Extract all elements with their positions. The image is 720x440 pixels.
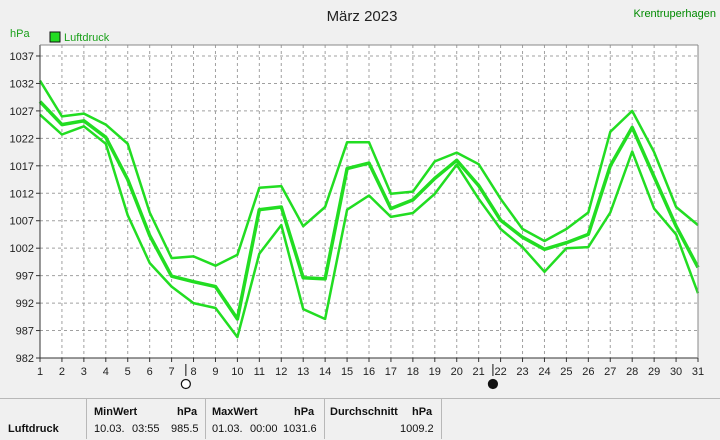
max-unit: hPa	[294, 406, 315, 418]
y-tick-label: 1002	[10, 243, 34, 255]
x-tick-label: 4	[103, 366, 109, 378]
series-line-max	[38, 80, 699, 267]
y-tick-label: 1022	[10, 133, 34, 145]
x-tick-label: 24	[538, 366, 550, 378]
x-tick-label: 10	[231, 366, 243, 378]
max-time: 00:00	[250, 423, 278, 435]
x-tick-label: 20	[451, 366, 463, 378]
max-date: 01.03.	[212, 423, 243, 435]
x-tick-label: 6	[147, 366, 153, 378]
avg-value: 1009.2	[400, 423, 434, 435]
x-tick-label: 31	[692, 366, 704, 378]
statistics-panel: Luftdruck MinWert hPa 10.03. 03:55 985.5…	[0, 398, 720, 440]
y-tick-label: 1037	[10, 51, 34, 63]
series-layer	[38, 80, 700, 339]
stat-avg-cell: Durchschnitt hPa 1009.2	[325, 399, 442, 439]
min-title: MinWert	[94, 406, 138, 418]
series-line-mean	[38, 100, 700, 321]
y-tick-label: 982	[16, 353, 34, 365]
legend-label: Luftdruck	[64, 32, 110, 44]
avg-unit: hPa	[412, 406, 433, 418]
stat-label: Luftdruck	[8, 423, 59, 435]
y-tick-label: 997	[16, 271, 34, 283]
x-tick-label: 15	[341, 366, 353, 378]
x-tick-label: 27	[604, 366, 616, 378]
y-tick-label: 1032	[10, 78, 34, 90]
station-name: Krentruperhagen	[633, 8, 716, 20]
series-line-min	[39, 113, 700, 339]
min-value: 985.5	[171, 423, 199, 435]
max-value: 1031.6	[283, 423, 317, 435]
x-tick-label: 23	[516, 366, 528, 378]
x-tick-label: 17	[385, 366, 397, 378]
x-tick-label: 28	[626, 366, 638, 378]
x-tick-label: 21	[473, 366, 485, 378]
x-tick-label: 3	[81, 366, 87, 378]
x-tick-label: 12	[275, 366, 287, 378]
y-tick-labels: 982 987 992 997 1002 1007 1012 1017 1022 1027 1032…	[10, 51, 40, 365]
x-tick-label: 5	[125, 366, 131, 378]
x-tick-label: 29	[648, 366, 660, 378]
y-tick-label: 1007	[10, 216, 34, 228]
y-tick-label: 987	[16, 326, 34, 338]
new-moon-icon	[180, 378, 191, 390]
x-tick-label: 7	[169, 366, 175, 378]
x-tick-label: 1	[37, 366, 43, 378]
x-tick-label: 14	[319, 366, 331, 378]
x-tick-label: 2	[59, 366, 65, 378]
x-tick-label: 8	[190, 366, 196, 378]
legend-swatch	[49, 31, 61, 43]
x-tick-label: 18	[407, 366, 419, 378]
avg-title: Durchschnitt	[330, 406, 398, 418]
min-time: 03:55	[132, 423, 160, 435]
x-tick-label: 22	[494, 366, 506, 378]
stat-min-cell: MinWert hPa 10.03. 03:55 985.5	[87, 399, 206, 439]
x-tick-label: 25	[560, 366, 572, 378]
x-tick-label: 11	[254, 366, 265, 378]
x-tick-labels: 1 2 3 4 5 6 7 8 9 10 11 12 13 14 15 16 17 18 19 20 21 22 23 24 2…	[37, 358, 704, 378]
x-tick-label: 9	[212, 366, 218, 378]
grid-lines	[39, 45, 699, 359]
x-tick-label: 13	[297, 366, 309, 378]
chart-title: März 2023	[327, 8, 398, 25]
y-tick-label: 1027	[10, 106, 34, 118]
x-tick-label: 30	[670, 366, 682, 378]
y-tick-label: 992	[16, 298, 34, 310]
full-moon-icon	[487, 378, 499, 390]
stat-max-cell: MaxWert hPa 01.03. 00:00 1031.6	[206, 399, 325, 439]
y-axis-unit: hPa	[10, 28, 30, 40]
x-tick-label: 19	[429, 366, 441, 378]
moon-markers	[180, 364, 499, 390]
x-tick-label: 26	[582, 366, 594, 378]
stat-label-cell: Luftdruck	[0, 399, 87, 439]
max-title: MaxWert	[212, 406, 258, 418]
min-date: 10.03.	[94, 423, 125, 435]
x-tick-label: 16	[363, 366, 375, 378]
pressure-chart: März 2023 Krentruperhagen hPa Luftdruck …	[10, 8, 716, 390]
y-tick-label: 1017	[10, 161, 34, 173]
y-tick-label: 1012	[10, 188, 34, 200]
min-unit: hPa	[177, 406, 198, 418]
